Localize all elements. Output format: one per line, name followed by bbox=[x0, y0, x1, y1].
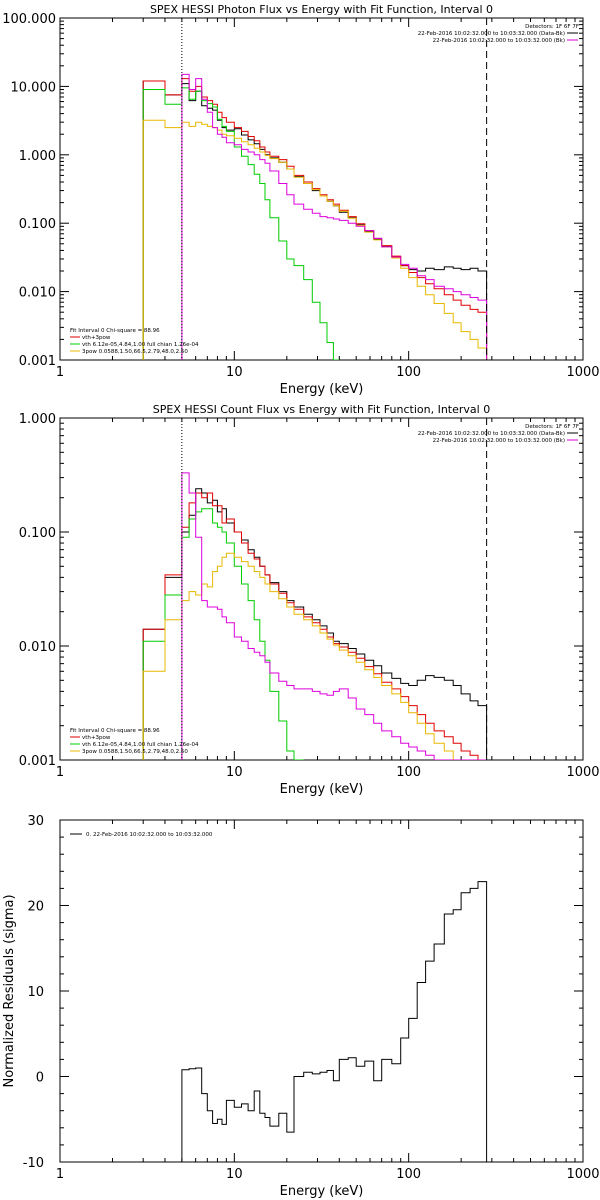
series-line-0 bbox=[181, 881, 488, 1162]
legend-bottom-entry: vth 6.12e-05,4.84,1.00 full chian 1.26e-… bbox=[82, 342, 199, 348]
y-tick-label: -10 bbox=[23, 1156, 44, 1171]
y-tick-label: 10.000 bbox=[11, 80, 57, 95]
series-line-0 bbox=[142, 488, 488, 760]
count-flux-panel: SPEX HESSI Count Flux vs Energy with Fit… bbox=[19, 403, 600, 797]
series-line-0 bbox=[142, 80, 488, 360]
y-tick-label: 0.001 bbox=[19, 754, 56, 769]
legend-top-entry: Detectors: 1F 6F 7F bbox=[525, 24, 579, 30]
legend-top-entry: 22-Feb-2016 10:02:32.000 to 10:03:32.000… bbox=[433, 38, 565, 44]
legend-top-entry: 22-Feb-2016 10:02:32.000 to 10:03:32.000… bbox=[418, 31, 565, 37]
photon-flux-panel: SPEX HESSI Photon Flux vs Energy with Fi… bbox=[2, 3, 599, 397]
legend-top-entry: 0. 22-Feb-2016 10:02:32.000 to 10:03:32.… bbox=[86, 832, 213, 838]
y-tick-label: 0 bbox=[36, 1071, 44, 1086]
x-tick-label: 1 bbox=[56, 765, 64, 780]
series-line-3 bbox=[142, 119, 488, 360]
y-tick-label: 1.000 bbox=[19, 149, 56, 164]
x-tick-label: 10 bbox=[226, 765, 243, 780]
y-tick-label: 30 bbox=[27, 814, 44, 829]
x-tick-label: 100 bbox=[396, 365, 421, 380]
y-tick-label: 20 bbox=[27, 900, 44, 915]
legend-bottom-entry: Fit Interval 0 Chi-square = 88.96 bbox=[70, 328, 160, 334]
legend-top-entry: 22-Feb-2016 10:02:32.000 to 10:03:32.000… bbox=[418, 431, 565, 437]
y-tick-label: 1.000 bbox=[19, 412, 56, 427]
legend-bottom-entry: 3pow 0.0588,1.50,66.5,2.79,48.0,2.50 bbox=[82, 349, 188, 355]
x-tick-label: 1 bbox=[56, 1167, 64, 1182]
legend-bottom-entry: vth+3pow bbox=[82, 335, 111, 341]
x-tick-label: 100 bbox=[396, 765, 421, 780]
chart-title: SPEX HESSI Photon Flux vs Energy with Fi… bbox=[150, 3, 493, 16]
series-line-1 bbox=[142, 492, 487, 760]
residuals-panel: 1 10 100 1000 Energy (keV) -10 0 10 20 30 Normaliz… bbox=[2, 814, 600, 1199]
series-line-1 bbox=[142, 78, 488, 360]
x-axis-label: Energy (keV) bbox=[280, 782, 364, 797]
y-tick-label: 0.100 bbox=[19, 526, 56, 541]
series-line-4 bbox=[181, 73, 488, 360]
y-axis-label: Normalized Residuals (sigma) bbox=[2, 894, 17, 1087]
plot-frame bbox=[59, 417, 584, 761]
legend-bottom-entry: vth+3pow bbox=[82, 735, 111, 741]
y-tick-label: 100.000 bbox=[2, 12, 56, 27]
y-tick-label: 10 bbox=[27, 985, 44, 1000]
chart-title: SPEX HESSI Count Flux vs Energy with Fit… bbox=[153, 403, 490, 416]
legend-top-entry: 22-Feb-2016 10:02:32.000 to 10:03:32.000… bbox=[433, 438, 565, 444]
series-line-2 bbox=[142, 508, 304, 760]
series-line-4 bbox=[181, 472, 487, 760]
legend-bottom-entry: 3pow 0.0588,1.50,66.5,2.79,48.0,2.50 bbox=[82, 749, 188, 755]
x-axis-label: Energy (keV) bbox=[280, 1184, 364, 1199]
y-tick-label: 0.010 bbox=[19, 286, 56, 301]
y-tick-label: 0.100 bbox=[19, 217, 56, 232]
y-tick-label: 0.001 bbox=[19, 354, 56, 369]
legend-bottom-entry: vth 6.12e-05,4.84,1.00 full chian 1.26e-… bbox=[82, 742, 199, 748]
plot-frame bbox=[59, 819, 584, 1163]
x-tick-label: 10 bbox=[226, 1167, 243, 1182]
x-tick-label: 1000 bbox=[566, 765, 599, 780]
x-tick-label: 10 bbox=[226, 365, 243, 380]
x-tick-label: 100 bbox=[396, 1167, 421, 1182]
x-tick-label: 1000 bbox=[566, 1167, 599, 1182]
y-tick-label: 0.010 bbox=[19, 640, 56, 655]
series-line-3 bbox=[142, 552, 487, 760]
x-axis-label: Energy (keV) bbox=[280, 382, 364, 397]
series-line-2 bbox=[142, 87, 340, 360]
x-tick-label: 1 bbox=[56, 365, 64, 380]
plot-frame bbox=[59, 17, 584, 361]
legend-top-entry: Detectors: 1F 6F 7F bbox=[525, 424, 579, 430]
legend-bottom-entry: Fit Interval 0 Chi-square = 88.96 bbox=[70, 728, 160, 734]
x-tick-label: 1000 bbox=[566, 365, 599, 380]
